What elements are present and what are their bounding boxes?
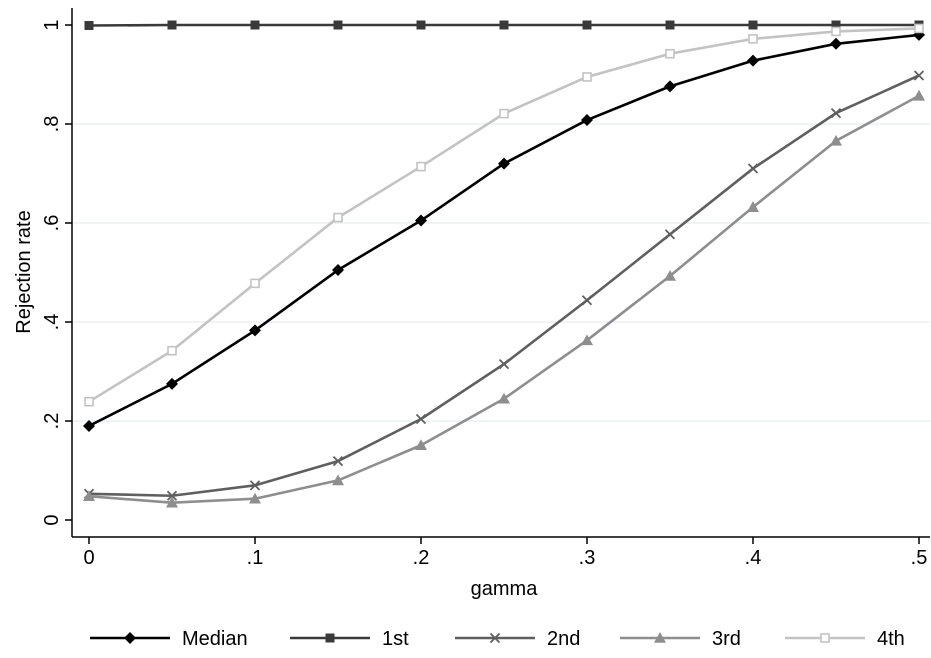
- legend-item-median: Median: [90, 628, 248, 650]
- series-line: [89, 75, 919, 495]
- data-point: [832, 27, 840, 35]
- series-3rd: [83, 90, 925, 508]
- series-1st: [85, 21, 924, 30]
- y-tick-label: .2: [41, 413, 63, 430]
- legend-item-4th: 4th: [785, 628, 905, 650]
- x-tick-label: .5: [911, 547, 928, 569]
- x-tick-label: .2: [413, 547, 430, 569]
- legend-swatch-marker: [326, 634, 335, 643]
- series-2nd: [85, 71, 924, 500]
- series-line: [89, 96, 919, 503]
- y-axis-title: Rejection rate: [13, 210, 35, 333]
- series-4th: [85, 24, 923, 405]
- legend-label: 1st: [382, 628, 409, 650]
- data-point: [251, 279, 259, 287]
- data-point: [583, 73, 591, 81]
- data-point: [666, 21, 675, 30]
- legend: Median 1st 2nd 3rd 4th: [90, 628, 905, 650]
- data-point: [749, 35, 757, 43]
- legend-label: 2nd: [547, 628, 580, 650]
- y-tick-label: 1: [41, 19, 63, 30]
- axes: 0 .2 .4 .6 .8 1 0 .1 .2 .3 .4 .5: [41, 8, 930, 569]
- series-line: [89, 35, 919, 426]
- data-point: [500, 360, 509, 369]
- data-point: [85, 21, 94, 30]
- x-tick-label: 0: [83, 547, 94, 569]
- data-point: [417, 163, 425, 171]
- data-point: [417, 21, 426, 30]
- legend-item-3rd: 3rd: [620, 628, 741, 650]
- data-point: [913, 90, 925, 101]
- data-point: [251, 21, 260, 30]
- x-axis-title: gamma: [471, 578, 539, 600]
- data-point: [749, 21, 758, 30]
- data-point: [85, 398, 93, 406]
- data-point: [334, 214, 342, 222]
- data-point: [830, 38, 842, 50]
- data-point: [830, 135, 842, 146]
- legend-label: 3rd: [712, 628, 741, 650]
- data-point: [915, 71, 924, 80]
- y-tick-label: .8: [41, 116, 63, 133]
- data-point: [666, 230, 675, 239]
- data-point: [915, 24, 923, 32]
- legend-swatch-marker: [124, 632, 136, 644]
- legend-swatch-marker: [821, 634, 829, 642]
- y-tick-label: 0: [41, 514, 63, 525]
- series-group: [83, 21, 925, 508]
- x-tick-label: .3: [579, 547, 596, 569]
- data-point: [500, 110, 508, 118]
- data-point: [749, 164, 758, 173]
- legend-item-1st: 1st: [290, 628, 409, 650]
- data-point: [168, 347, 176, 355]
- series-line: [89, 28, 919, 401]
- data-point: [583, 296, 592, 305]
- data-point: [500, 21, 509, 30]
- data-point: [334, 21, 343, 30]
- legend-label: 4th: [877, 628, 905, 650]
- data-point: [666, 50, 674, 58]
- y-tick-label: .6: [41, 215, 63, 232]
- legend-item-2nd: 2nd: [455, 628, 580, 650]
- series-median: [83, 29, 925, 432]
- y-tick-label: .4: [41, 314, 63, 331]
- legend-label: Median: [182, 628, 248, 650]
- data-point: [417, 415, 426, 424]
- data-point: [747, 55, 759, 67]
- data-point: [664, 80, 676, 92]
- x-tick-label: .1: [247, 547, 264, 569]
- data-point: [583, 21, 592, 30]
- data-point: [168, 21, 177, 30]
- data-point: [415, 439, 427, 450]
- data-point: [832, 109, 841, 118]
- data-point: [83, 420, 95, 432]
- x-tick-label: .4: [745, 547, 762, 569]
